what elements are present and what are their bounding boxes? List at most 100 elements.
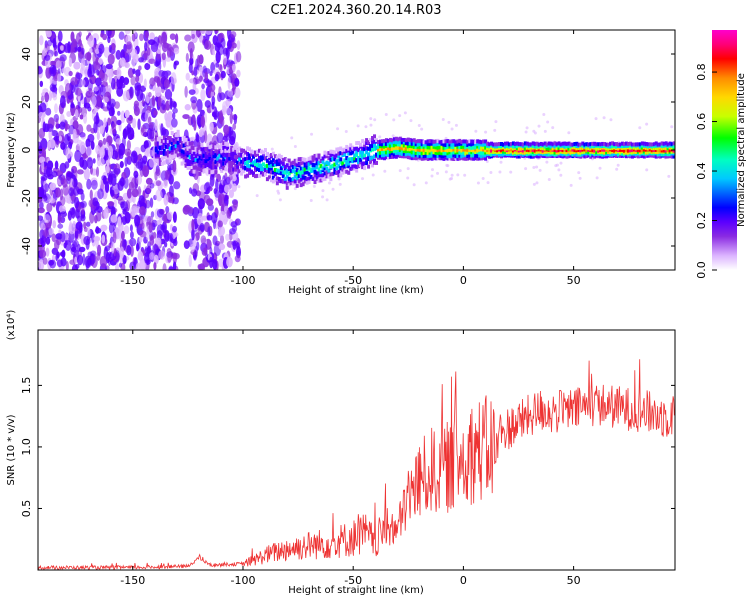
ridge-cell bbox=[478, 156, 482, 161]
sidelobe-cell bbox=[545, 160, 549, 164]
ridge-cell bbox=[170, 145, 174, 150]
ridge-cell bbox=[402, 149, 406, 154]
noise-cell bbox=[38, 215, 44, 221]
ridge-cell bbox=[501, 142, 505, 147]
ridge-cell bbox=[228, 168, 232, 173]
ridge-cell bbox=[501, 149, 505, 154]
ridge-cell bbox=[478, 153, 482, 158]
ridge-cell bbox=[634, 152, 638, 157]
ridge-cell bbox=[499, 144, 503, 149]
noise-cell bbox=[92, 197, 99, 207]
noise-cell bbox=[66, 110, 72, 118]
ridge-cell bbox=[367, 152, 371, 157]
ridge-cell bbox=[380, 153, 384, 158]
noise-cell bbox=[81, 79, 86, 87]
ridge-cell bbox=[523, 143, 527, 148]
noise-cell bbox=[129, 261, 136, 270]
ridge-cell bbox=[188, 141, 192, 146]
ridge-cell bbox=[521, 150, 525, 155]
ridge-cell bbox=[410, 144, 414, 149]
noise-cell bbox=[99, 84, 106, 97]
ridge-cell bbox=[529, 154, 533, 159]
ridge-cell bbox=[436, 142, 440, 147]
ridge-cell bbox=[208, 164, 212, 169]
noise-cell bbox=[54, 160, 59, 170]
ridge-cell bbox=[579, 145, 583, 150]
ridge-cell bbox=[244, 174, 248, 179]
ridge-cell bbox=[436, 145, 440, 150]
ridge-cell bbox=[359, 142, 363, 147]
ridge-cell bbox=[242, 165, 246, 170]
snr-series-line bbox=[38, 359, 675, 570]
ridge-cell bbox=[376, 145, 380, 150]
ridge-cell bbox=[666, 152, 670, 157]
ridge-cell bbox=[198, 171, 202, 176]
ridge-cell bbox=[458, 138, 462, 143]
ridge-cell bbox=[261, 150, 265, 155]
ridge-cell bbox=[341, 161, 345, 166]
ridge-cell bbox=[259, 149, 263, 154]
ridge-cell bbox=[462, 147, 466, 152]
ridge-cell bbox=[390, 146, 394, 151]
ridge-cell bbox=[313, 163, 317, 168]
noise-cell bbox=[70, 76, 78, 86]
noise-cell bbox=[39, 201, 44, 210]
ridge-cell bbox=[265, 163, 269, 168]
ridge-cell bbox=[666, 142, 670, 147]
noise-cell bbox=[57, 30, 63, 43]
ridge-cell bbox=[182, 150, 186, 155]
ridge-cell bbox=[414, 142, 418, 147]
sidelobe-cell bbox=[441, 117, 445, 121]
sidelobe-cell bbox=[538, 168, 542, 172]
ridge-cell bbox=[204, 155, 208, 160]
noise-cell bbox=[140, 93, 145, 101]
noise-cell bbox=[103, 208, 109, 219]
noise-cell bbox=[107, 173, 113, 185]
ridge-cell bbox=[168, 149, 172, 154]
ridge-cell bbox=[492, 152, 496, 157]
ridge-cell bbox=[259, 155, 263, 160]
ridge-cell bbox=[363, 147, 367, 152]
ridge-cell bbox=[170, 141, 174, 146]
ridge-cell bbox=[216, 156, 220, 161]
sidelobe-cell bbox=[290, 136, 294, 140]
ridge-cell bbox=[527, 154, 531, 159]
ridge-cell bbox=[573, 145, 577, 150]
sidelobe-cell bbox=[578, 176, 582, 180]
noise-cell bbox=[156, 208, 164, 218]
ridge-cell bbox=[414, 147, 418, 152]
ridge-cell bbox=[511, 150, 515, 155]
ridge-cell bbox=[182, 143, 186, 148]
ridge-cell bbox=[313, 169, 317, 174]
ridge-cell bbox=[613, 142, 617, 147]
ridge-cell bbox=[420, 139, 424, 144]
ridge-cell bbox=[394, 145, 398, 150]
noise-cell bbox=[59, 188, 64, 201]
ridge-cell bbox=[378, 142, 382, 147]
noise-cell bbox=[74, 230, 79, 239]
ridge-cell bbox=[295, 171, 299, 176]
noise-cell bbox=[175, 33, 179, 44]
sidelobe-cell bbox=[484, 130, 488, 134]
noise-cell bbox=[193, 76, 200, 85]
ridge-cell bbox=[482, 139, 486, 144]
ridge-cell bbox=[376, 153, 380, 158]
ridge-cell bbox=[378, 153, 382, 158]
ridge-cell bbox=[226, 142, 230, 147]
noise-cell bbox=[144, 140, 152, 149]
ridge-cell bbox=[242, 160, 246, 165]
ridge-cell bbox=[220, 162, 224, 167]
ridge-cell bbox=[551, 153, 555, 158]
noise-cell bbox=[234, 255, 241, 263]
ridge-cell bbox=[315, 175, 319, 180]
noise-cell bbox=[57, 223, 64, 229]
ridge-cell bbox=[569, 142, 573, 147]
ridge-cell bbox=[434, 148, 438, 153]
ridge-cell bbox=[603, 144, 607, 149]
ridge-cell bbox=[565, 150, 569, 155]
noise-cell bbox=[86, 226, 91, 240]
ridge-cell bbox=[549, 150, 553, 155]
ridge-cell bbox=[388, 152, 392, 157]
ridge-cell bbox=[293, 179, 297, 184]
ridge-cell bbox=[158, 145, 162, 150]
